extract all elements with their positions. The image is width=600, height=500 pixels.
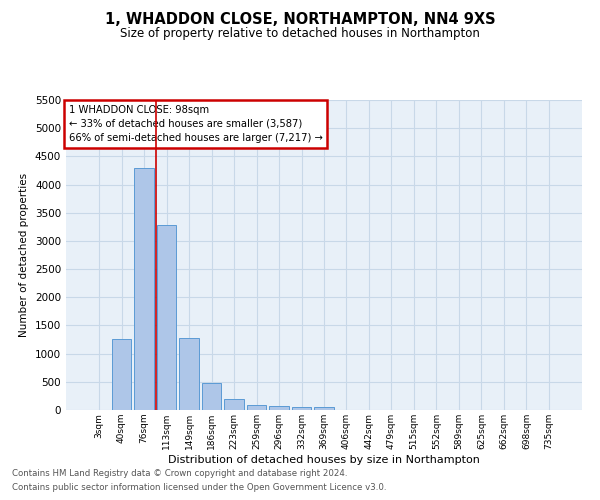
X-axis label: Distribution of detached houses by size in Northampton: Distribution of detached houses by size … [168, 454, 480, 464]
Bar [314, 408, 334, 410]
Bar [292, 407, 311, 410]
Bar [224, 399, 244, 410]
Text: Contains HM Land Registry data © Crown copyright and database right 2024.: Contains HM Land Registry data © Crown c… [12, 468, 347, 477]
Text: Size of property relative to detached houses in Northampton: Size of property relative to detached ho… [120, 28, 480, 40]
Bar [157, 225, 176, 410]
Text: 1, WHADDON CLOSE, NORTHAMPTON, NN4 9XS: 1, WHADDON CLOSE, NORTHAMPTON, NN4 9XS [104, 12, 496, 28]
Text: 1 WHADDON CLOSE: 98sqm
← 33% of detached houses are smaller (3,587)
66% of semi-: 1 WHADDON CLOSE: 98sqm ← 33% of detached… [68, 104, 322, 142]
Bar [247, 404, 266, 410]
Bar [134, 168, 154, 410]
Bar [269, 406, 289, 410]
Y-axis label: Number of detached properties: Number of detached properties [19, 173, 29, 337]
Bar [112, 339, 131, 410]
Bar [202, 383, 221, 410]
Bar [179, 338, 199, 410]
Text: Contains public sector information licensed under the Open Government Licence v3: Contains public sector information licen… [12, 484, 386, 492]
